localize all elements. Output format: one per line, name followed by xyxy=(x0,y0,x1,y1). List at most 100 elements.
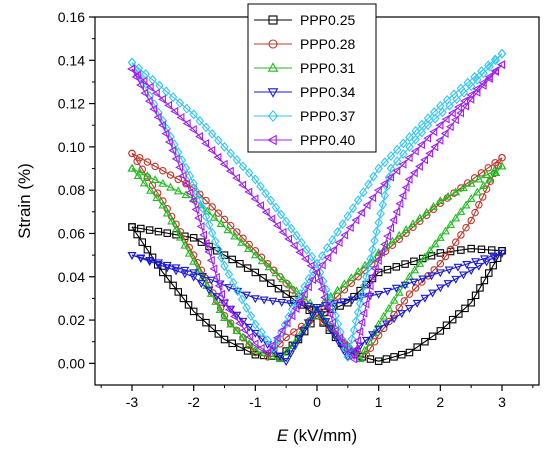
data-point xyxy=(360,280,369,291)
data-point xyxy=(392,166,401,176)
data-point xyxy=(387,236,397,245)
data-point xyxy=(143,245,152,254)
data-point xyxy=(485,269,493,277)
legend: PPP0.25 PPP0.28 PPP0.31 PPP0.34 PPP0.37 PPP0.… xyxy=(247,3,377,153)
data-point xyxy=(233,287,243,296)
data-point xyxy=(276,327,286,338)
x-tick-label: 0 xyxy=(313,394,321,410)
data-point xyxy=(189,234,198,242)
data-point xyxy=(366,253,375,264)
data-point xyxy=(299,327,309,336)
data-point xyxy=(321,318,331,327)
series-PPP0.25 xyxy=(128,223,506,365)
data-point xyxy=(198,203,208,214)
data-point xyxy=(477,169,486,177)
data-point xyxy=(343,351,353,362)
data-point xyxy=(423,113,433,124)
data-point xyxy=(335,333,344,343)
data-point xyxy=(228,255,236,264)
data-point xyxy=(264,262,274,271)
data-point xyxy=(405,305,414,313)
data-point xyxy=(189,269,199,278)
data-point xyxy=(354,273,362,281)
data-point xyxy=(257,256,267,265)
data-point xyxy=(282,333,290,342)
data-point xyxy=(195,132,203,141)
data-point xyxy=(353,336,362,346)
data-point xyxy=(154,227,163,236)
data-point xyxy=(386,223,395,233)
data-point xyxy=(302,319,312,328)
data-point xyxy=(458,271,468,280)
ticks-layer: -3 -2 -1 0 1 2 3 0.00 0.02 0.04 0.06 0.08 0.10 0.12 0.… xyxy=(58,9,534,410)
data-point xyxy=(291,304,300,313)
data-point xyxy=(242,302,251,313)
data-point xyxy=(353,307,363,318)
data-point xyxy=(277,299,287,307)
data-point xyxy=(467,244,475,253)
data-point xyxy=(318,276,328,287)
data-point xyxy=(289,241,298,251)
data-point xyxy=(214,209,223,217)
data-point xyxy=(497,161,507,170)
data-point xyxy=(224,305,233,315)
data-point xyxy=(370,235,379,246)
data-point xyxy=(362,200,371,210)
data-point xyxy=(491,67,499,77)
data-point xyxy=(195,115,205,126)
data-point xyxy=(374,357,383,365)
data-point xyxy=(251,350,260,359)
data-point xyxy=(128,223,136,231)
data-point xyxy=(250,295,260,304)
data-point xyxy=(457,246,465,254)
data-point xyxy=(250,194,259,204)
data-point xyxy=(199,230,208,240)
data-point xyxy=(206,276,216,285)
data-point xyxy=(287,341,297,350)
data-point xyxy=(398,191,407,201)
data-point xyxy=(491,55,501,66)
data-point xyxy=(278,274,288,283)
data-point xyxy=(251,319,260,330)
data-point xyxy=(201,138,210,148)
data-point xyxy=(422,207,432,216)
data-point xyxy=(164,137,173,147)
data-point xyxy=(281,358,291,366)
data-point xyxy=(158,94,166,104)
data-point xyxy=(378,199,388,210)
data-point xyxy=(370,264,379,274)
data-point xyxy=(392,156,402,167)
data-point xyxy=(136,80,144,90)
data-point xyxy=(304,273,314,284)
data-point xyxy=(351,316,361,327)
data-point xyxy=(162,86,171,97)
data-point xyxy=(409,168,418,178)
data-point xyxy=(163,204,171,213)
data-point xyxy=(320,293,329,302)
data-point xyxy=(475,201,483,209)
data-point xyxy=(340,230,349,240)
data-point xyxy=(404,153,413,163)
data-point xyxy=(405,132,414,143)
data-point xyxy=(466,81,476,92)
data-point xyxy=(410,146,419,156)
data-point xyxy=(497,48,507,59)
data-point xyxy=(427,251,436,260)
data-point xyxy=(302,244,311,255)
data-point xyxy=(223,225,233,234)
legend-label: PPP0.28 xyxy=(300,36,355,52)
data-point xyxy=(334,238,343,247)
data-point xyxy=(281,216,291,227)
data-point xyxy=(266,195,275,206)
x-tick-label: -1 xyxy=(249,394,262,410)
data-point xyxy=(232,173,240,183)
data-point xyxy=(444,266,454,275)
legend-label: PPP0.37 xyxy=(300,108,355,124)
data-point xyxy=(175,232,185,241)
data-point xyxy=(373,185,382,195)
data-point xyxy=(374,325,384,334)
data-point xyxy=(394,287,404,296)
data-point xyxy=(278,227,287,237)
data-point xyxy=(268,297,278,306)
data-point xyxy=(275,354,285,363)
